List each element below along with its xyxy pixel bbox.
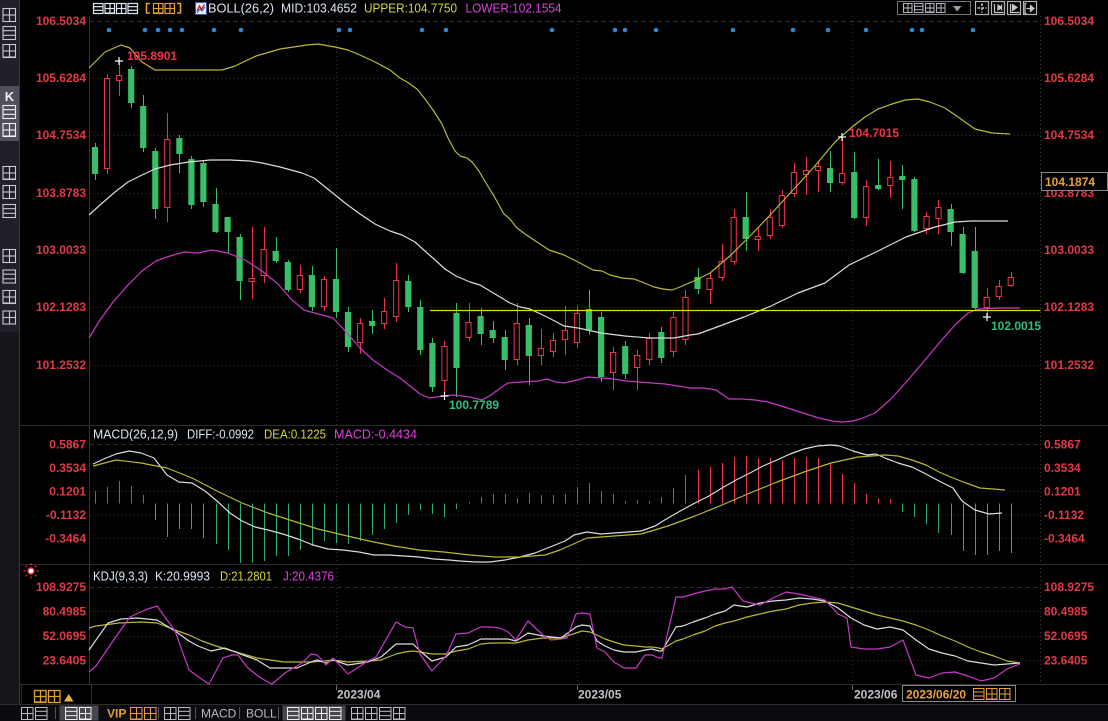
svg-text:80.4985: 80.4985 <box>43 605 87 619</box>
svg-text:52.0695: 52.0695 <box>1044 629 1088 643</box>
svg-text:105.6284: 105.6284 <box>36 71 86 85</box>
svg-text:0.3534: 0.3534 <box>1044 461 1081 475</box>
svg-text:104.7015: 104.7015 <box>849 126 899 140</box>
svg-text:103.0033: 103.0033 <box>1044 243 1094 257</box>
svg-text:K:20.9993: K:20.9993 <box>155 569 210 584</box>
svg-text:103.0033: 103.0033 <box>36 243 86 257</box>
svg-text:104.1874: 104.1874 <box>1045 175 1095 189</box>
svg-text:2023/04: 2023/04 <box>337 688 381 702</box>
svg-text:J:20.4376: J:20.4376 <box>283 569 334 584</box>
svg-text:KDJ(9,3,3): KDJ(9,3,3) <box>93 569 148 584</box>
svg-text:108.9275: 108.9275 <box>36 580 86 594</box>
svg-text:-0.1132: -0.1132 <box>1044 508 1084 522</box>
svg-text:100.7789: 100.7789 <box>449 398 499 412</box>
svg-text:MACD:-0.4434: MACD:-0.4434 <box>334 427 417 442</box>
svg-text:103.8783: 103.8783 <box>36 186 86 200</box>
svg-text:102.1283: 102.1283 <box>36 300 86 314</box>
svg-text:102.1283: 102.1283 <box>1044 300 1094 314</box>
svg-text:2023/05: 2023/05 <box>578 688 622 702</box>
svg-text:0.5867: 0.5867 <box>49 438 86 452</box>
svg-text:106.5034: 106.5034 <box>36 14 86 28</box>
svg-text:0.5867: 0.5867 <box>1044 438 1081 452</box>
svg-text:-0.3464: -0.3464 <box>45 532 86 546</box>
svg-text:101.2532: 101.2532 <box>36 358 86 372</box>
svg-text:DEA:0.1225: DEA:0.1225 <box>264 427 326 442</box>
svg-text:DIFF:-0.0992: DIFF:-0.0992 <box>187 427 254 442</box>
svg-text:23.6405: 23.6405 <box>43 654 87 668</box>
svg-text:LOWER:102.1554: LOWER:102.1554 <box>466 1 562 16</box>
svg-text:-0.1132: -0.1132 <box>46 508 86 522</box>
svg-text:102.0015: 102.0015 <box>991 319 1041 333</box>
svg-text:23.6405: 23.6405 <box>1044 654 1088 668</box>
svg-text:BOLL: BOLL <box>246 707 277 721</box>
svg-text:MACD: MACD <box>201 707 237 721</box>
svg-text:52.0695: 52.0695 <box>43 629 87 643</box>
svg-text:0.1201: 0.1201 <box>49 485 86 499</box>
svg-text:K: K <box>5 89 15 104</box>
svg-text:101.2532: 101.2532 <box>1044 358 1094 372</box>
svg-text:MID:103.4652: MID:103.4652 <box>281 1 357 16</box>
svg-text:80.4985: 80.4985 <box>1044 605 1088 619</box>
svg-text:105.6284: 105.6284 <box>1044 71 1094 85</box>
svg-text:2023/06: 2023/06 <box>854 688 898 702</box>
svg-text:VIP: VIP <box>107 707 126 721</box>
svg-text:2023/06/20: 2023/06/20 <box>906 688 966 702</box>
svg-text:108.9275: 108.9275 <box>1044 580 1094 594</box>
svg-text:104.7534: 104.7534 <box>1044 128 1094 142</box>
svg-text:105.8901: 105.8901 <box>127 49 177 63</box>
svg-text:BOLL(26,2): BOLL(26,2) <box>208 1 274 16</box>
svg-text:D:21.2801: D:21.2801 <box>220 569 272 584</box>
svg-text:0.3534: 0.3534 <box>49 461 86 475</box>
svg-text:-0.3464: -0.3464 <box>1044 532 1085 546</box>
svg-text:UPPER:104.7750: UPPER:104.7750 <box>364 1 457 16</box>
svg-text:0.1201: 0.1201 <box>1044 485 1081 499</box>
svg-text:106.5034: 106.5034 <box>1044 14 1094 28</box>
svg-text:MACD(26,12,9): MACD(26,12,9) <box>93 427 178 442</box>
svg-text:104.7534: 104.7534 <box>36 128 86 142</box>
